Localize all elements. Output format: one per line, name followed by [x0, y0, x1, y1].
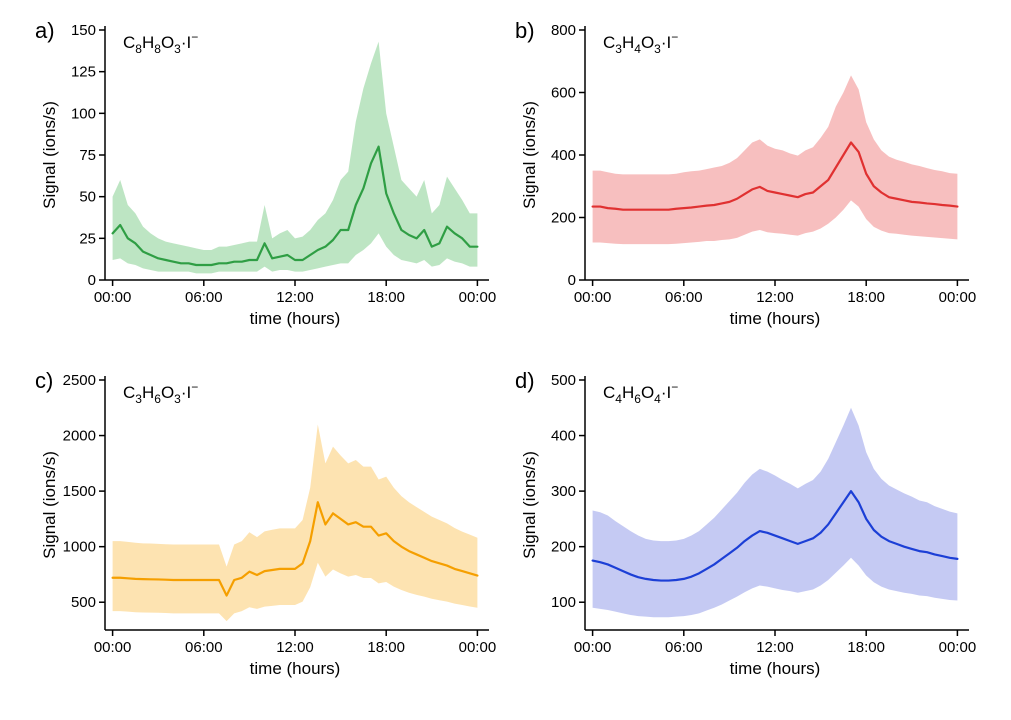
- y-tick-label: 100: [551, 594, 576, 611]
- figure-grid: 0 25 50 75 100 125 150 00:00 06:00 12:00 18:00 00:0…: [0, 0, 1011, 720]
- y-tick-label: 50: [79, 189, 96, 206]
- x-tick-label: 12:00: [276, 289, 314, 306]
- y-tick-label: 400: [551, 428, 576, 445]
- x-tick-label: 12:00: [756, 639, 794, 656]
- y-tick-label: 1500: [63, 483, 96, 500]
- panel-tag: c): [35, 368, 53, 393]
- x-axis-label: time (hours): [730, 659, 821, 678]
- y-tick-label: 200: [551, 210, 576, 227]
- x-tick-label: 00:00: [939, 289, 977, 306]
- y-tick-label: 500: [551, 372, 576, 389]
- x-tick-label: 06:00: [665, 639, 703, 656]
- y-tick-label: 150: [71, 22, 96, 39]
- uncertainty-band: [113, 424, 478, 621]
- y-axis-label: Signal (ions/s): [40, 101, 59, 209]
- y-tick-label: 600: [551, 85, 576, 102]
- x-tick-label: 12:00: [756, 289, 794, 306]
- x-axis-label: time (hours): [250, 309, 341, 328]
- panel-b: 0 200 400 600 800 00:00 06:00 12:00 18:00 00:00 ti…: [510, 10, 980, 350]
- x-tick-label: 00:00: [939, 639, 977, 656]
- panel-d: 100 200 300 400 500 00:00 06:00 12:00 18:00 00:00…: [510, 360, 980, 700]
- panel-c: 500 1000 1500 2000 2500 00:00 06:00 12:00 18:00 0…: [30, 360, 500, 700]
- x-tick-label: 00:00: [459, 639, 497, 656]
- y-tick-label: 100: [71, 105, 96, 122]
- uncertainty-band: [593, 75, 958, 244]
- panel-tag: b): [515, 18, 535, 43]
- y-tick-label: 800: [551, 22, 576, 39]
- x-tick-label: 18:00: [367, 289, 405, 306]
- y-tick-label: 75: [79, 147, 96, 164]
- panel-tag: a): [35, 18, 55, 43]
- y-axis-label: Signal (ions/s): [40, 451, 59, 559]
- y-axis-label: Signal (ions/s): [520, 451, 539, 559]
- chemical-formula-label: C3H6O3·I−: [123, 380, 198, 406]
- y-tick-label: 1000: [63, 539, 96, 556]
- y-tick-label: 300: [551, 483, 576, 500]
- panel-svg-c: 500 1000 1500 2000 2500 00:00 06:00 12:00 18:00 0…: [30, 360, 500, 700]
- x-axis-label: time (hours): [730, 309, 821, 328]
- chemical-formula-label: C4H6O4·I−: [603, 380, 678, 406]
- y-tick-label: 2000: [63, 428, 96, 445]
- x-tick-label: 00:00: [459, 289, 497, 306]
- x-tick-label: 18:00: [847, 639, 885, 656]
- x-tick-label: 00:00: [94, 639, 132, 656]
- x-tick-label: 00:00: [574, 639, 612, 656]
- chemical-formula-label: C3H4O3·I−: [603, 30, 678, 56]
- panel-svg-d: 100 200 300 400 500 00:00 06:00 12:00 18:00 00:00…: [510, 360, 980, 700]
- x-tick-label: 12:00: [276, 639, 314, 656]
- x-tick-label: 00:00: [574, 289, 612, 306]
- x-tick-label: 06:00: [665, 289, 703, 306]
- panel-svg-a: 0 25 50 75 100 125 150 00:00 06:00 12:00 18:00 00:0…: [30, 10, 500, 350]
- x-tick-label: 06:00: [185, 289, 223, 306]
- y-axis-label: Signal (ions/s): [520, 101, 539, 209]
- x-axis-label: time (hours): [250, 659, 341, 678]
- x-tick-label: 06:00: [185, 639, 223, 656]
- y-tick-label: 500: [71, 594, 96, 611]
- y-tick-label: 0: [88, 272, 96, 289]
- uncertainty-band: [593, 408, 958, 617]
- y-tick-label: 2500: [63, 372, 96, 389]
- chemical-formula-label: C8H8O3·I−: [123, 30, 198, 56]
- x-tick-label: 18:00: [367, 639, 405, 656]
- panel-tag: d): [515, 368, 535, 393]
- uncertainty-band: [113, 42, 478, 274]
- y-tick-label: 200: [551, 539, 576, 556]
- panel-svg-b: 0 200 400 600 800 00:00 06:00 12:00 18:00 00:00 ti…: [510, 10, 980, 350]
- y-tick-label: 25: [79, 230, 96, 247]
- y-tick-label: 400: [551, 147, 576, 164]
- y-tick-label: 125: [71, 64, 96, 81]
- x-tick-label: 00:00: [94, 289, 132, 306]
- y-tick-label: 0: [568, 272, 576, 289]
- panel-a: 0 25 50 75 100 125 150 00:00 06:00 12:00 18:00 00:0…: [30, 10, 500, 350]
- x-tick-label: 18:00: [847, 289, 885, 306]
